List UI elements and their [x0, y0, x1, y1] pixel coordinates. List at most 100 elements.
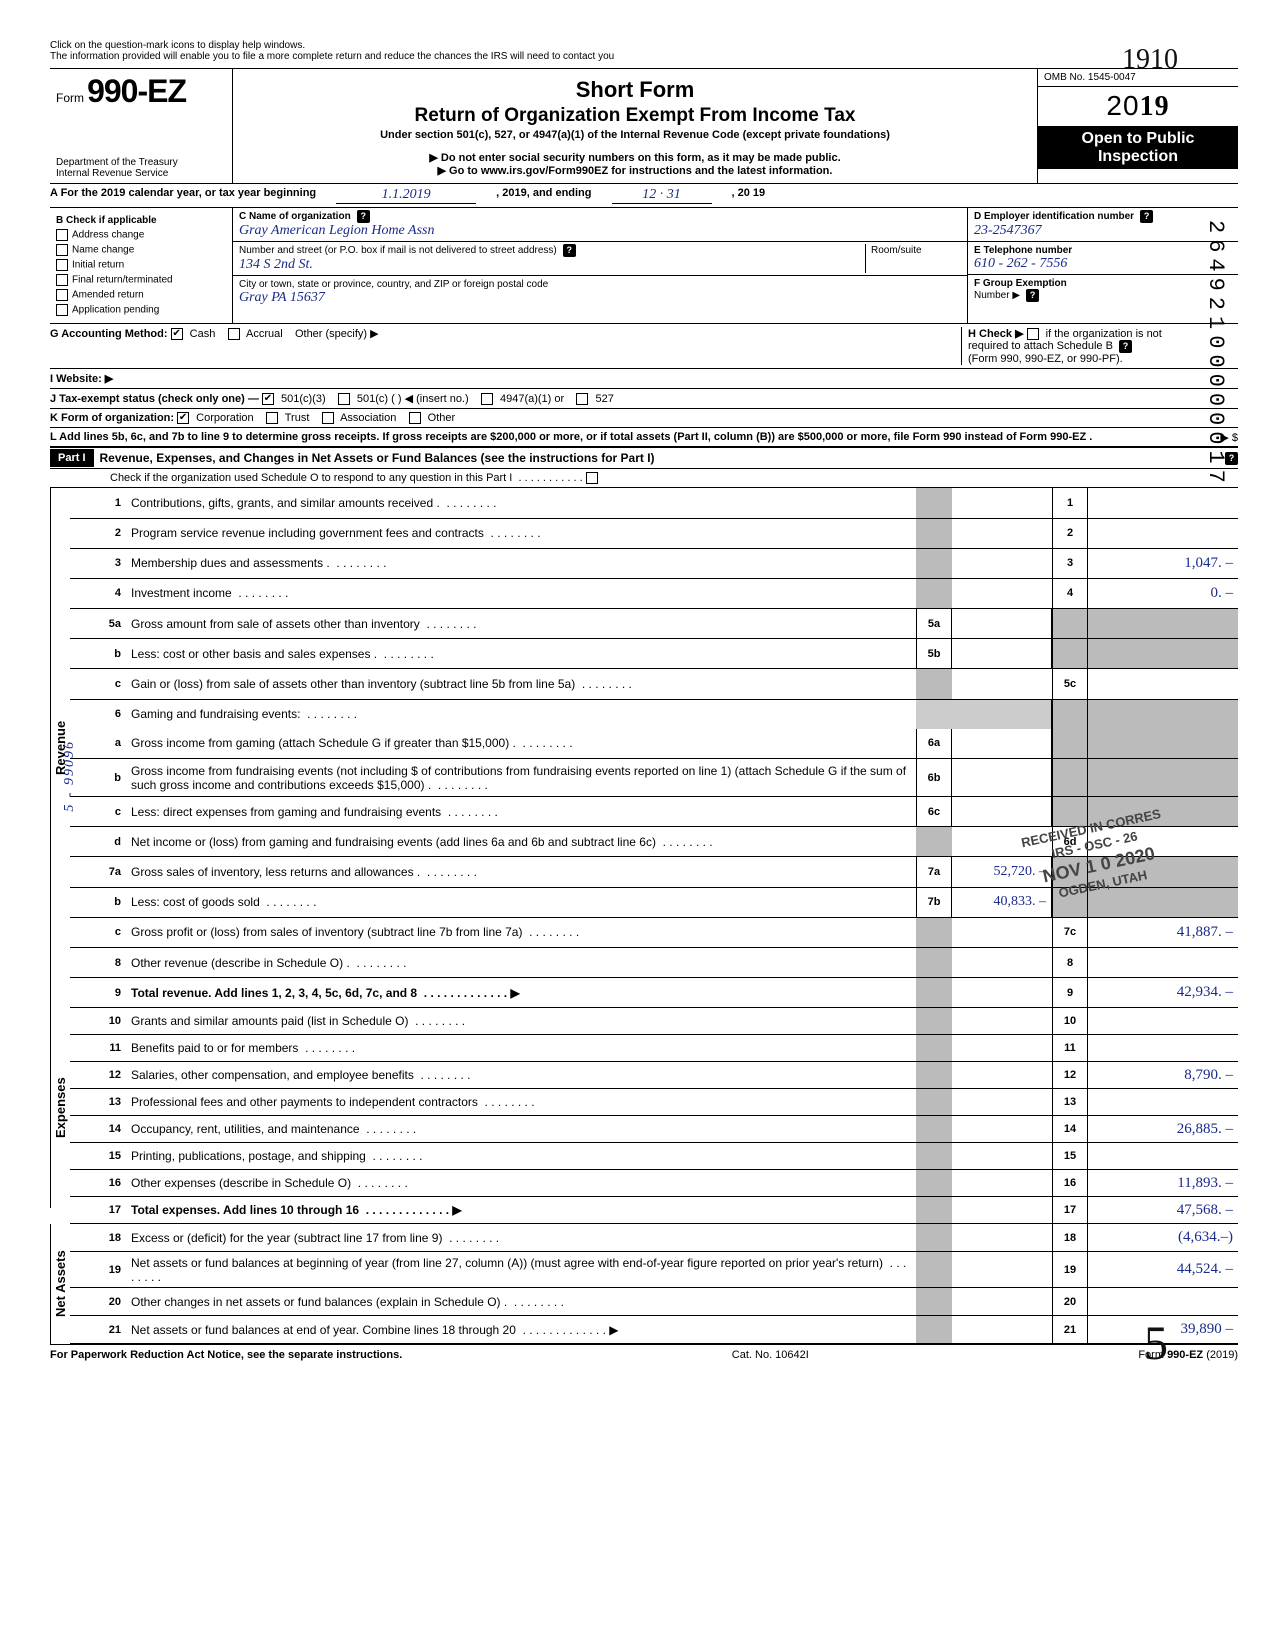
ein-label: D Employer identification number — [974, 211, 1134, 222]
cb-final-return[interactable]: Final return/terminated — [56, 274, 226, 286]
right-line-number: 7c — [1052, 918, 1088, 948]
right-amount — [1088, 609, 1238, 639]
cb-part-i-o[interactable] — [586, 472, 598, 484]
line-desc: Net income or (loss) from gaming and fun… — [126, 827, 916, 857]
ein-hand: 23-2547367 — [974, 223, 1042, 238]
line-desc: Gain or (loss) from sale of assets other… — [126, 669, 916, 699]
help-icon[interactable]: ? — [1026, 289, 1039, 302]
sub-line-number: 7b — [916, 888, 952, 918]
sub-amount — [952, 797, 1052, 827]
line-number: 21 — [94, 1316, 126, 1344]
sub-line-number — [916, 669, 952, 699]
sub-line-number: 5a — [916, 609, 952, 639]
sub-amount — [952, 1288, 1052, 1316]
subtitle: Under section 501(c), 527, or 4947(a)(1)… — [243, 129, 1027, 141]
sub-amount — [952, 978, 1052, 1008]
sub-amount — [952, 1035, 1052, 1062]
right-amount: 47,568. – — [1088, 1197, 1238, 1224]
right-amount — [1088, 639, 1238, 669]
cb-app-pending[interactable]: Application pending — [56, 304, 226, 316]
line-h-2: if the organization is not — [1046, 328, 1162, 340]
help-icon[interactable]: ? — [1140, 210, 1153, 223]
line-h-3: required to attach Schedule B — [968, 340, 1113, 352]
line-desc: Gross income from fundraising events (no… — [126, 759, 916, 797]
sub-line-number — [916, 827, 952, 857]
open-public-1: Open to Public — [1044, 130, 1232, 148]
right-line-number: 1 — [1052, 488, 1088, 518]
group-number: Number ▶ — [974, 290, 1020, 301]
cb-other[interactable] — [409, 412, 421, 424]
line-desc: Net assets or fund balances at beginning… — [126, 1252, 916, 1288]
sub-line-number — [916, 948, 952, 978]
bullet-goto: ▶ Go to www.irs.gov/Form990EZ for instru… — [243, 164, 1027, 177]
line-number: 5a — [94, 609, 126, 639]
right-line-number: 15 — [1052, 1143, 1088, 1170]
right-amount — [1088, 669, 1238, 699]
right-amount: 8,790. – — [1088, 1062, 1238, 1089]
tel-hand: 610 - 262 - 7556 — [974, 256, 1067, 271]
cb-name-change[interactable]: Name change — [56, 244, 226, 256]
sub-line-number — [916, 549, 952, 579]
line-k-label: K Form of organization: — [50, 412, 174, 424]
sub-amount — [952, 729, 1052, 759]
right-line-number: 14 — [1052, 1116, 1088, 1143]
line-desc: Gross income from gaming (attach Schedul… — [126, 729, 916, 759]
other: Other — [428, 412, 456, 424]
sub-line-number — [916, 1288, 952, 1316]
dept-line-2: Internal Revenue Service — [56, 168, 226, 179]
line-number: c — [94, 669, 126, 699]
part-i-title: Revenue, Expenses, and Changes in Net As… — [94, 448, 1222, 468]
accrual-label: Accrual — [246, 328, 283, 340]
line-desc: Grants and similar amounts paid (list in… — [126, 1008, 916, 1035]
cb-527[interactable] — [576, 393, 588, 405]
right-line-number — [1052, 639, 1088, 669]
help-icon[interactable]: ? — [357, 210, 370, 223]
city-hand: Gray PA 15637 — [239, 290, 325, 305]
sub-line-number — [916, 519, 952, 549]
help-icon[interactable]: ? — [563, 244, 576, 257]
line-desc: Salaries, other compensation, and employ… — [126, 1062, 916, 1089]
cb-assoc[interactable] — [322, 412, 334, 424]
cb-trust[interactable] — [266, 412, 278, 424]
sub-amount — [952, 1197, 1052, 1224]
527: 527 — [595, 393, 613, 405]
cb-sched-b[interactable] — [1027, 328, 1039, 340]
line-number: b — [94, 888, 126, 918]
cb-501c3[interactable] — [262, 393, 274, 405]
sub-line-number — [916, 579, 952, 609]
line-desc: Printing, publications, postage, and shi… — [126, 1143, 916, 1170]
help-icon[interactable]: ? — [1119, 340, 1132, 353]
line-number: 20 — [94, 1288, 126, 1316]
cb-4947[interactable] — [481, 393, 493, 405]
sub-line-number — [916, 1170, 952, 1197]
cb-corp[interactable] — [177, 412, 189, 424]
sub-line-number — [916, 1062, 952, 1089]
cb-cash[interactable] — [171, 328, 183, 340]
netassets-label: Net Assets — [50, 1224, 70, 1344]
sub-amount — [952, 759, 1052, 797]
cb-address-change[interactable]: Address change — [56, 229, 226, 241]
sub-line-number — [916, 1008, 952, 1035]
title-return: Return of Organization Exempt From Incom… — [243, 105, 1027, 127]
cb-accrual[interactable] — [228, 328, 240, 340]
right-line-number: 9 — [1052, 978, 1088, 1008]
sub-amount — [952, 519, 1052, 549]
sub-amount — [952, 488, 1052, 518]
cb-501c[interactable] — [338, 393, 350, 405]
line-desc: Gross sales of inventory, less returns a… — [126, 857, 916, 887]
right-line-number — [1052, 700, 1088, 729]
right-amount — [1088, 888, 1238, 918]
line-number: c — [94, 918, 126, 948]
right-amount: 1,047. – — [1088, 549, 1238, 579]
other-label: Other (specify) ▶ — [295, 328, 379, 340]
cb-amended[interactable]: Amended return — [56, 289, 226, 301]
right-line-number: 12 — [1052, 1062, 1088, 1089]
501c: 501(c) ( ) ◀ (insert no.) — [357, 393, 469, 405]
cb-initial-return[interactable]: Initial return — [56, 259, 226, 271]
dln-handwritten: 1910 — [1122, 44, 1178, 76]
line-number: 1 — [94, 488, 126, 518]
right-amount — [1088, 519, 1238, 549]
line-number: 8 — [94, 948, 126, 978]
street-hand: 134 S 2nd St. — [239, 257, 313, 272]
line-g-label: G Accounting Method: — [50, 328, 168, 340]
